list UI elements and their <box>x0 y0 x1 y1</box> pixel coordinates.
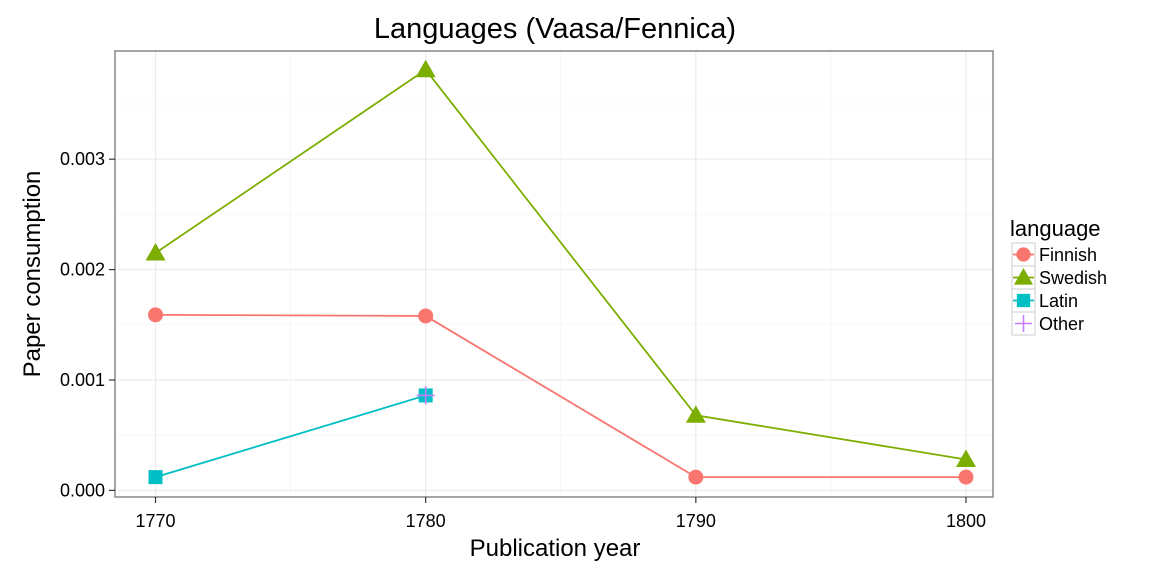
series-line-latin <box>155 394 426 478</box>
y-tick-label: 0.001 <box>60 370 105 390</box>
point-swedish <box>145 243 166 261</box>
series-line-swedish <box>155 68 967 461</box>
legend-label-other: Other <box>1039 314 1084 334</box>
point-swedish <box>415 59 436 78</box>
point-finnish <box>688 469 704 485</box>
x-axis-title: Publication year <box>470 535 641 562</box>
point-latin <box>148 470 163 485</box>
point-swedish <box>685 405 706 423</box>
point-other <box>416 386 435 405</box>
legend-label-swedish: Swedish <box>1039 268 1107 288</box>
y-tick-label: 0.000 <box>60 480 105 500</box>
legend-symbol-finnish <box>1016 247 1031 262</box>
legend-symbol-swedish <box>1014 268 1033 285</box>
y-tick-label: 0.002 <box>60 260 105 280</box>
y-axis-title: Paper consumption <box>19 171 46 378</box>
gridlines <box>115 51 993 497</box>
legend-label-finnish: Finnish <box>1039 245 1097 265</box>
y-axis: 0.000 0.001 0.002 0.003 <box>60 149 115 500</box>
legend-symbol-latin <box>1016 293 1031 308</box>
y-tick-label: 0.003 <box>60 149 105 169</box>
legend: language Finnish Swedish Latin Other <box>1010 216 1107 336</box>
x-axis: 1770 1780 1790 1800 <box>135 497 986 531</box>
legend-title: language <box>1010 216 1101 241</box>
plot-panel <box>114 50 994 498</box>
x-tick-label: 1790 <box>676 511 716 531</box>
series-line-finnish <box>155 313 966 479</box>
point-finnish <box>958 469 974 485</box>
series-lines <box>155 68 967 479</box>
point-finnish <box>148 307 164 323</box>
panel-border <box>114 50 994 498</box>
x-tick-label: 1770 <box>135 511 175 531</box>
x-tick-label: 1780 <box>406 511 446 531</box>
x-tick-label: 1800 <box>946 511 986 531</box>
point-finnish <box>418 308 434 324</box>
series-points <box>145 59 976 485</box>
point-swedish <box>955 449 976 467</box>
chart-title: Languages (Vaasa/Fennica) <box>374 13 736 45</box>
legend-symbol-other <box>1014 314 1033 333</box>
legend-label-latin: Latin <box>1039 291 1078 311</box>
